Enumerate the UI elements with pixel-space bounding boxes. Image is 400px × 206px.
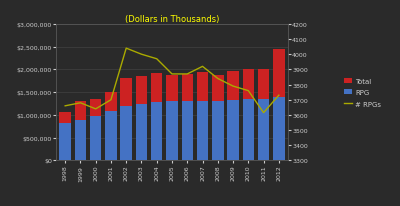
Bar <box>227 72 239 100</box>
Bar <box>75 120 86 161</box>
Bar <box>151 74 162 102</box>
Bar <box>242 99 254 161</box>
Bar <box>197 101 208 161</box>
Bar <box>182 75 193 101</box>
Bar <box>105 112 117 161</box>
Bar <box>90 99 102 117</box>
Bar <box>60 123 71 161</box>
Bar <box>120 106 132 161</box>
Bar <box>258 70 269 100</box>
Bar <box>273 50 284 98</box>
Bar <box>60 113 71 123</box>
Bar <box>166 101 178 161</box>
Bar <box>136 76 147 104</box>
Legend: Total, RPG, # RPGs: Total, RPG, # RPGs <box>342 77 382 109</box>
Bar <box>273 98 284 161</box>
Bar <box>182 101 193 161</box>
Bar <box>151 102 162 161</box>
Bar <box>120 79 132 106</box>
Bar <box>258 100 269 161</box>
Bar <box>75 101 86 120</box>
Bar <box>212 76 224 101</box>
Bar <box>197 73 208 101</box>
Bar <box>105 93 117 112</box>
Bar <box>90 117 102 161</box>
Bar <box>212 101 224 161</box>
Bar <box>166 75 178 101</box>
Bar <box>242 70 254 99</box>
Title: (Dollars in Thousands): (Dollars in Thousands) <box>125 15 219 24</box>
Bar <box>136 104 147 161</box>
Bar <box>227 100 239 161</box>
